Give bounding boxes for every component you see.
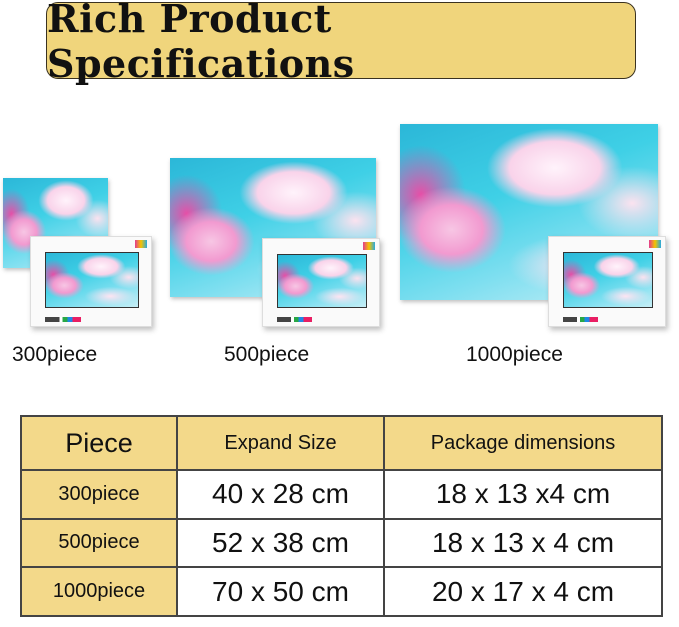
package-box-300 (30, 236, 152, 327)
size-label-300: 300piece (12, 343, 98, 366)
row-package-dimensions: 18 x 13 x 4 cm (383, 517, 663, 569)
table-header-row: Piece Expand Size Package dimensions (20, 415, 663, 471)
row-package-dimensions: 18 x 13 x4 cm (383, 469, 663, 520)
box-label-strip (276, 317, 312, 322)
row-expand-size: 70 x 50 cm (175, 566, 386, 617)
row-expand-size: 52 x 38 cm (175, 517, 386, 569)
brand-logo-icon (135, 240, 147, 248)
box-label-strip (562, 317, 598, 322)
spec-table: Piece Expand Size Package dimensions 300… (20, 415, 663, 617)
box-label-strip (45, 317, 82, 322)
box-art-image (276, 253, 368, 308)
package-box-1000 (548, 236, 666, 327)
header-expand-size: Expand Size (175, 415, 386, 471)
table-row: 500piece 52 x 38 cm 18 x 13 x 4 cm (20, 517, 663, 569)
row-package-dimensions: 20 x 17 x 4 cm (383, 566, 663, 617)
page-title: Rich Product Specifications (47, 0, 355, 86)
header-piece: Piece (20, 415, 178, 471)
table-row: 1000piece 70 x 50 cm 20 x 17 x 4 cm (20, 566, 663, 617)
table-row: 300piece 40 x 28 cm 18 x 13 x4 cm (20, 469, 663, 520)
size-label-1000: 1000piece (466, 343, 563, 366)
brand-logo-icon (649, 240, 661, 248)
title-banner: Rich Product Specifications (46, 0, 636, 86)
package-box-500 (262, 238, 380, 327)
row-piece: 300piece (20, 469, 178, 520)
brand-logo-icon (363, 242, 375, 250)
box-art-image (45, 252, 139, 308)
row-piece: 1000piece (20, 566, 178, 617)
row-expand-size: 40 x 28 cm (175, 469, 386, 520)
box-art-image (562, 252, 654, 308)
size-label-500: 500piece (224, 343, 310, 366)
header-package-dimensions: Package dimensions (383, 415, 663, 471)
row-piece: 500piece (20, 517, 178, 569)
